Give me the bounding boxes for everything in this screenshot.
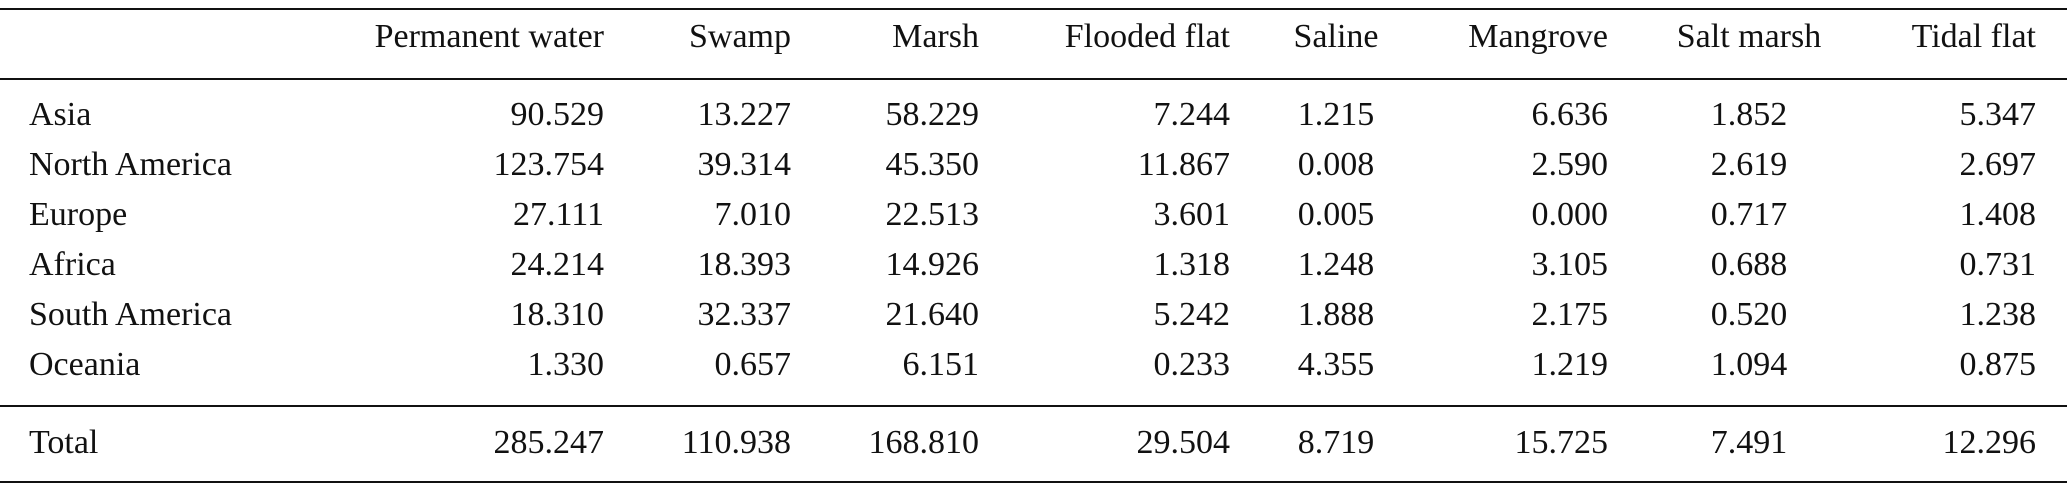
total-cell: 285.247 — [494, 424, 605, 461]
cell: 24.214 — [511, 246, 605, 283]
row-label: Asia — [29, 96, 91, 133]
cell: 1.408 — [1960, 196, 2037, 233]
cell: 21.640 — [886, 296, 980, 333]
cell: 1.094 — [1711, 346, 1788, 383]
cell: 0.008 — [1298, 146, 1375, 183]
cell: 2.697 — [1960, 146, 2037, 183]
row-label: Africa — [29, 246, 116, 283]
cell: 11.867 — [1138, 146, 1230, 183]
row-label: North America — [29, 146, 232, 183]
cell: 1.248 — [1298, 246, 1375, 283]
row-label: Oceania — [29, 346, 140, 383]
cell: 0.717 — [1711, 196, 1788, 233]
cell: 1.318 — [1154, 246, 1231, 283]
column-header: Swamp — [689, 18, 791, 55]
total-label: Total — [29, 424, 98, 461]
cell: 6.151 — [903, 346, 980, 383]
cell: 0.731 — [1960, 246, 2037, 283]
cell: 1.852 — [1711, 96, 1788, 133]
cell: 4.355 — [1298, 346, 1375, 383]
cell: 0.000 — [1532, 196, 1609, 233]
cell: 0.233 — [1154, 346, 1231, 383]
total-cell: 168.810 — [869, 424, 980, 461]
cell: 1.330 — [528, 346, 605, 383]
cell: 14.926 — [886, 246, 980, 283]
cell: 7.244 — [1154, 96, 1231, 133]
column-header: Flooded flat — [1065, 18, 1231, 55]
cell: 2.175 — [1532, 296, 1609, 333]
cell: 3.105 — [1532, 246, 1609, 283]
cell: 0.520 — [1711, 296, 1788, 333]
cell: 1.215 — [1298, 96, 1375, 133]
cell: 1.888 — [1298, 296, 1375, 333]
cell: 45.350 — [886, 146, 980, 183]
cell: 5.242 — [1154, 296, 1231, 333]
cell: 1.238 — [1960, 296, 2037, 333]
cell: 3.601 — [1154, 196, 1231, 233]
cell: 5.347 — [1960, 96, 2037, 133]
total-cell: 7.491 — [1711, 424, 1788, 461]
cell: 0.875 — [1960, 346, 2037, 383]
row-label: South America — [29, 296, 232, 333]
cell: 0.688 — [1711, 246, 1788, 283]
cell: 58.229 — [886, 96, 980, 133]
cell: 0.005 — [1298, 196, 1375, 233]
column-header: Permanent water — [375, 18, 605, 55]
cell: 1.219 — [1532, 346, 1609, 383]
cell: 13.227 — [698, 96, 792, 133]
total-cell: 110.938 — [682, 424, 791, 461]
cell: 90.529 — [511, 96, 605, 133]
total-cell: 29.504 — [1137, 424, 1231, 461]
cell: 0.657 — [715, 346, 792, 383]
cell: 2.590 — [1532, 146, 1609, 183]
column-header: Salt marsh — [1677, 18, 1821, 55]
cell: 32.337 — [698, 296, 792, 333]
cell: 22.513 — [886, 196, 980, 233]
total-cell: 15.725 — [1515, 424, 1609, 461]
total-cell: 8.719 — [1298, 424, 1375, 461]
cell: 7.010 — [715, 196, 792, 233]
row-label: Europe — [29, 196, 127, 233]
cell: 18.393 — [698, 246, 792, 283]
cell: 123.754 — [494, 146, 605, 183]
cell: 6.636 — [1532, 96, 1609, 133]
column-header: Tidal flat — [1912, 18, 2037, 55]
cell: 39.314 — [698, 146, 792, 183]
column-header: Saline — [1294, 18, 1379, 55]
cell: 2.619 — [1711, 146, 1788, 183]
cell: 27.111 — [513, 196, 604, 233]
cell: 18.310 — [511, 296, 605, 333]
total-cell: 12.296 — [1943, 424, 2037, 461]
column-header: Marsh — [892, 18, 979, 55]
column-header: Mangrove — [1468, 18, 1608, 55]
